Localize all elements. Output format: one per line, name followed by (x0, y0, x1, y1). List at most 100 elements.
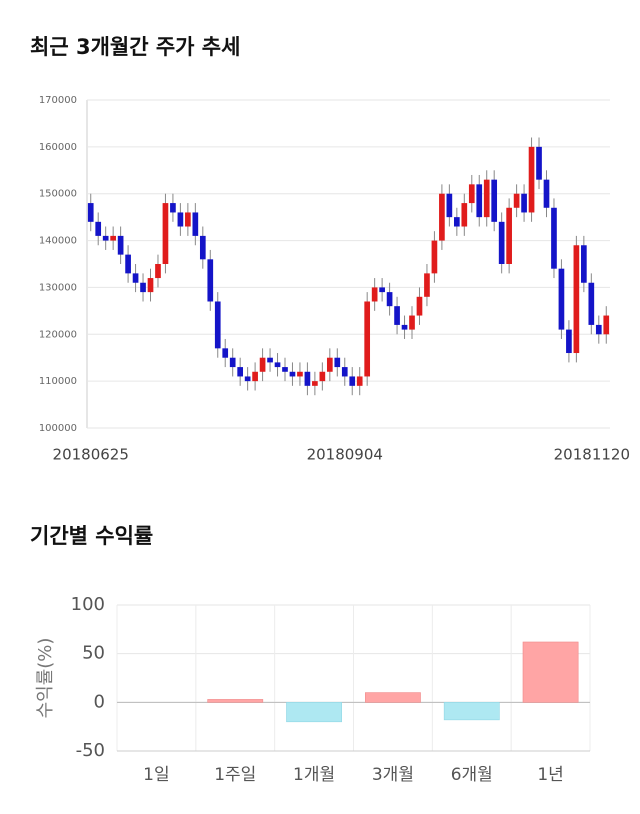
x-tick-label: 20180625 (53, 446, 129, 464)
candle-body (401, 324, 408, 330)
candle-body (551, 207, 557, 269)
candle-body (289, 371, 296, 377)
candle-body (566, 329, 572, 354)
candle-body (439, 193, 445, 241)
candle-body (595, 324, 602, 335)
candle-body (95, 221, 102, 236)
y-tick-label: 130000 (39, 282, 77, 293)
bar (443, 702, 500, 721)
candle-body (170, 203, 176, 213)
candle-body (468, 184, 475, 204)
y-tick-label: 170000 (39, 95, 77, 106)
x-tick-label: 1개월 (293, 765, 335, 785)
candle-body (110, 235, 116, 241)
candle-body (431, 240, 438, 274)
candle-body (483, 179, 490, 218)
x-tick-label: 1주일 (214, 765, 256, 785)
candle-body (140, 282, 146, 293)
candle-body (199, 235, 206, 260)
bar (522, 641, 579, 703)
candle-body (528, 146, 535, 213)
x-tick-label: 3개월 (372, 765, 414, 785)
candle-body (102, 235, 109, 241)
y-tick-label: 0 (94, 691, 105, 712)
candle-body (558, 268, 565, 330)
candle-body (87, 203, 94, 222)
candle-body (409, 315, 415, 330)
candle-body (603, 315, 610, 335)
candle-body (521, 193, 527, 213)
candle-body (312, 381, 318, 386)
candle-body (446, 193, 453, 218)
candle-body (222, 348, 229, 358)
candle-body (341, 367, 348, 377)
candle-body (356, 376, 363, 386)
y-tick-label: -50 (76, 740, 105, 761)
candle-body (476, 184, 483, 218)
y-tick-label: 110000 (39, 376, 77, 387)
candle-body (192, 212, 199, 236)
x-tick-label: 6개월 (451, 765, 493, 785)
candle-body (588, 282, 595, 325)
y-tick-label: 140000 (39, 236, 77, 247)
candle-body (147, 278, 154, 293)
candle-body (349, 376, 356, 386)
candle-body (364, 301, 371, 377)
candle-body (304, 371, 311, 386)
candle-body (379, 287, 385, 293)
candle-body (297, 371, 303, 377)
candle-body (132, 273, 139, 283)
candle-body (207, 259, 214, 302)
x-tick-label: 1일 (143, 765, 169, 785)
y-tick-label: 100000 (39, 423, 77, 434)
candle-body (424, 273, 430, 297)
chart-title: 기간별 수익률 (30, 524, 153, 548)
candle-body (162, 203, 169, 264)
candle-body (125, 254, 131, 274)
y-tick-label: 50 (82, 643, 105, 664)
candle-body (237, 367, 244, 377)
candle-body (244, 376, 251, 382)
candle-body (117, 235, 124, 255)
candle-body (155, 264, 161, 279)
bar (207, 699, 264, 703)
y-tick-label: 100 (71, 594, 105, 615)
candle-body (386, 292, 393, 307)
candle-body (326, 357, 333, 372)
candle-body (214, 301, 221, 349)
candle-body (259, 357, 266, 372)
candle-body (252, 371, 258, 382)
x-tick-label: 1년 (537, 765, 563, 785)
candle-body (573, 245, 580, 354)
candle-body (453, 217, 460, 227)
candle-body (185, 212, 191, 227)
chart-title: 최근 3개월간 주가 추세 (30, 35, 240, 59)
candle-body (506, 207, 512, 264)
y-tick-label: 150000 (39, 189, 77, 200)
candle-body (543, 179, 550, 208)
y-tick-label: 160000 (39, 142, 77, 153)
candle-body (177, 212, 184, 227)
candle-body (416, 296, 423, 316)
x-tick-label: 20180904 (307, 446, 383, 464)
candle-body (461, 203, 468, 227)
candle-body (513, 193, 520, 208)
bar (286, 702, 342, 723)
candle-body (491, 179, 498, 222)
candle-body (371, 287, 378, 302)
candle-body (274, 362, 281, 368)
candle-body (394, 306, 400, 325)
candle-body (282, 367, 288, 372)
bar (365, 692, 421, 703)
candle-body (319, 371, 326, 382)
x-tick-label: 20181120 (554, 446, 630, 464)
candle-body (334, 357, 341, 368)
candle-body (536, 146, 542, 180)
y-axis-label: 수익률(%) (35, 638, 56, 719)
candle-body (267, 357, 273, 363)
candle-body (229, 357, 236, 368)
candle-body (498, 221, 505, 264)
candle-body (581, 245, 587, 283)
y-tick-label: 120000 (39, 329, 77, 340)
